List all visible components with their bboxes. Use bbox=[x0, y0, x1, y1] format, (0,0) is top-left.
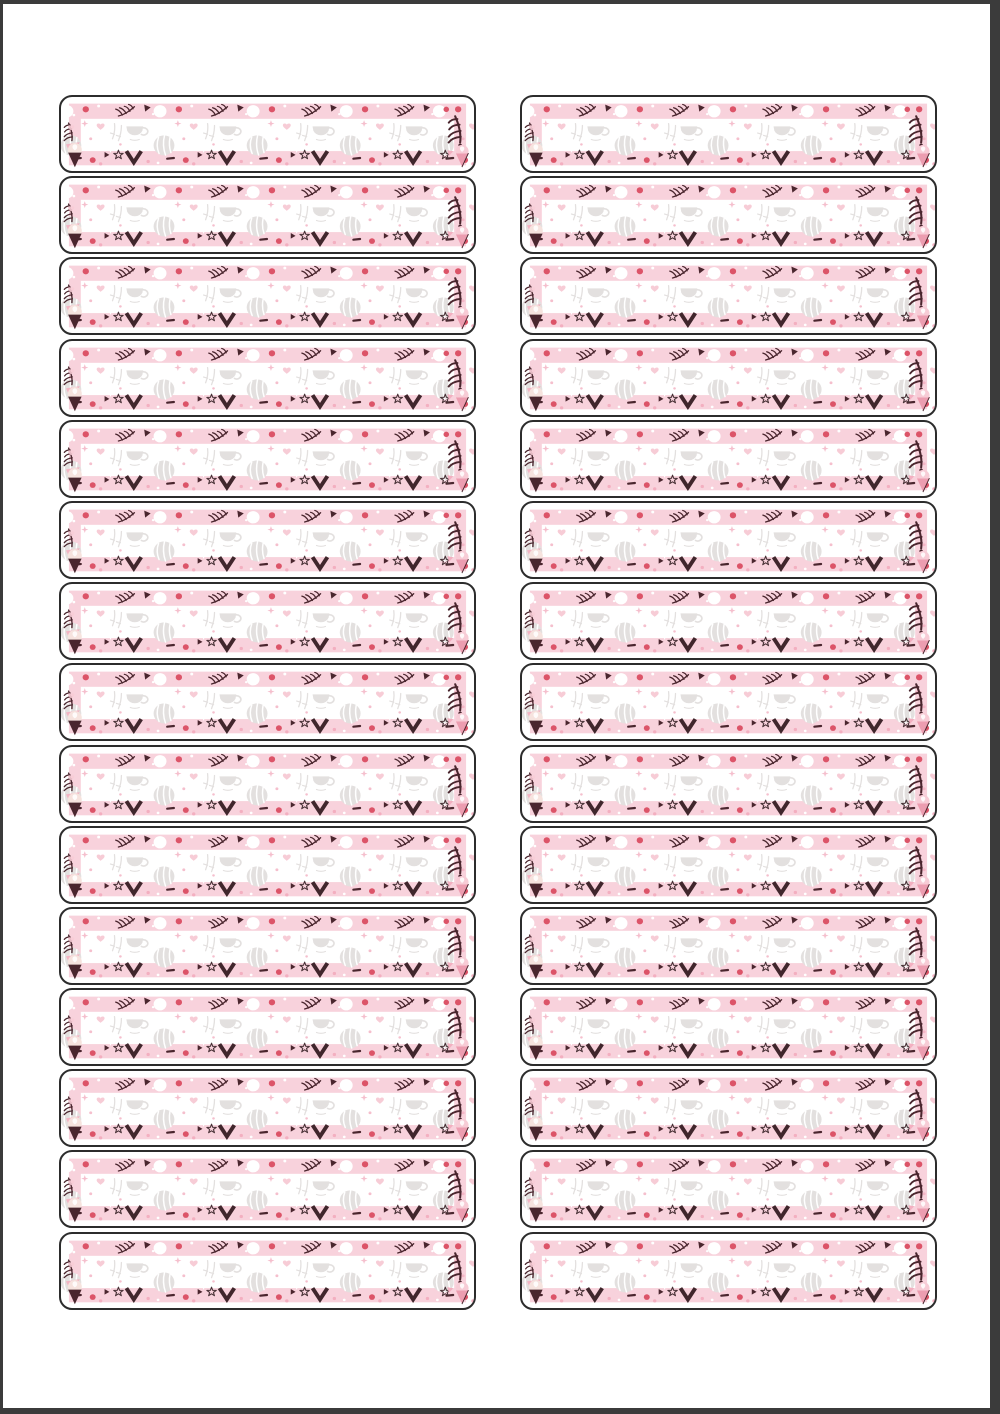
address-label[interactable] bbox=[59, 257, 476, 336]
address-label[interactable] bbox=[59, 1150, 476, 1229]
label-pattern bbox=[522, 990, 935, 1064]
label-pattern bbox=[61, 503, 474, 577]
address-label[interactable] bbox=[520, 744, 937, 823]
label-pattern bbox=[61, 909, 474, 983]
label-pattern bbox=[522, 1152, 935, 1226]
label-pattern bbox=[61, 1071, 474, 1145]
address-label[interactable] bbox=[520, 663, 937, 742]
address-label[interactable] bbox=[59, 500, 476, 579]
label-pattern bbox=[61, 828, 474, 902]
address-label[interactable] bbox=[59, 1069, 476, 1148]
label-pattern bbox=[61, 665, 474, 739]
address-label[interactable] bbox=[59, 582, 476, 661]
address-label[interactable] bbox=[520, 176, 937, 255]
address-label[interactable] bbox=[59, 176, 476, 255]
page bbox=[3, 4, 990, 1408]
label-pattern bbox=[61, 1152, 474, 1226]
address-label[interactable] bbox=[520, 419, 937, 498]
address-label[interactable] bbox=[520, 582, 937, 661]
address-label[interactable] bbox=[59, 663, 476, 742]
label-pattern bbox=[61, 97, 474, 171]
address-label[interactable] bbox=[59, 744, 476, 823]
label-pattern bbox=[61, 1234, 474, 1308]
label-pattern bbox=[522, 341, 935, 415]
label-pattern bbox=[522, 909, 935, 983]
label-pattern bbox=[61, 178, 474, 252]
address-label[interactable] bbox=[520, 1231, 937, 1310]
address-label[interactable] bbox=[59, 95, 476, 173]
label-pattern bbox=[522, 259, 935, 333]
label-pattern bbox=[522, 665, 935, 739]
address-label[interactable] bbox=[520, 257, 937, 336]
address-label[interactable] bbox=[59, 419, 476, 498]
address-label[interactable] bbox=[520, 1150, 937, 1229]
address-label[interactable] bbox=[520, 1069, 937, 1148]
label-pattern bbox=[61, 341, 474, 415]
address-label[interactable] bbox=[520, 95, 937, 173]
label-sheet bbox=[59, 95, 937, 1310]
label-pattern bbox=[61, 259, 474, 333]
label-pattern bbox=[522, 1071, 935, 1145]
label-pattern bbox=[61, 584, 474, 658]
address-label[interactable] bbox=[59, 825, 476, 904]
label-pattern bbox=[61, 990, 474, 1064]
label-pattern bbox=[522, 178, 935, 252]
address-label[interactable] bbox=[520, 338, 937, 417]
label-pattern bbox=[61, 422, 474, 496]
label-pattern bbox=[61, 747, 474, 821]
label-pattern bbox=[522, 503, 935, 577]
address-label[interactable] bbox=[59, 988, 476, 1067]
address-label[interactable] bbox=[59, 1231, 476, 1310]
address-label[interactable] bbox=[520, 906, 937, 985]
address-label[interactable] bbox=[520, 500, 937, 579]
label-pattern bbox=[522, 584, 935, 658]
label-pattern bbox=[522, 422, 935, 496]
label-pattern bbox=[522, 828, 935, 902]
address-label[interactable] bbox=[520, 825, 937, 904]
label-pattern bbox=[522, 747, 935, 821]
address-label[interactable] bbox=[520, 988, 937, 1067]
label-pattern bbox=[522, 97, 935, 171]
address-label[interactable] bbox=[59, 906, 476, 985]
label-pattern bbox=[522, 1234, 935, 1308]
address-label[interactable] bbox=[59, 338, 476, 417]
